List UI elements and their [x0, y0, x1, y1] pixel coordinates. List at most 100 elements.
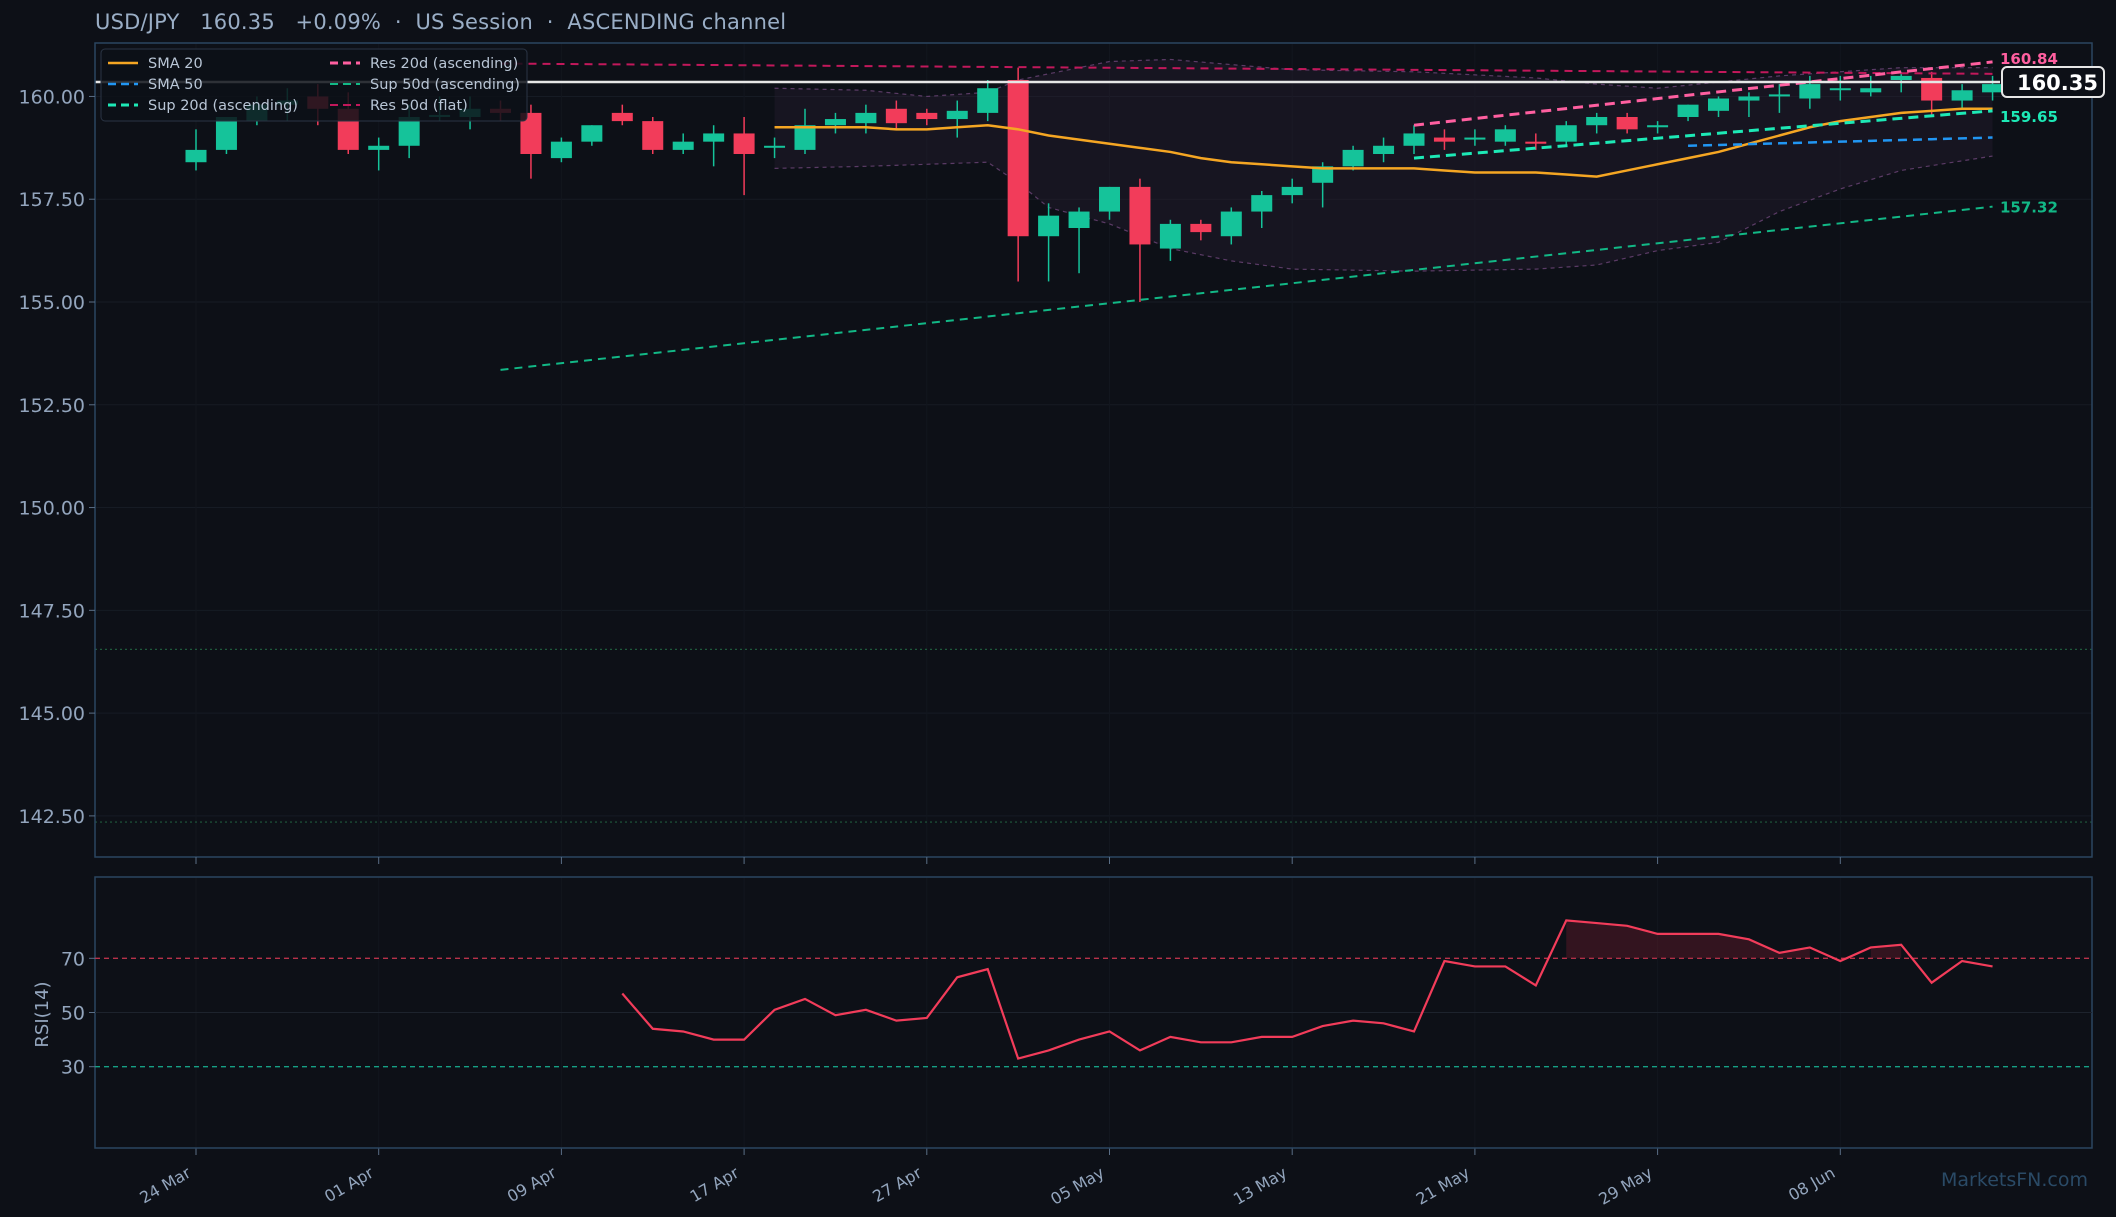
- candle-body: [1373, 145, 1395, 154]
- candle-body: [1190, 223, 1212, 233]
- candle-body: [1586, 117, 1608, 126]
- y-tick-label: 157.50: [19, 189, 85, 211]
- candle-body: [1738, 96, 1760, 101]
- sup50-ascending-line: [500, 205, 1993, 371]
- candle-body: [1951, 90, 1973, 101]
- candle-body: [1616, 117, 1638, 130]
- candle-body: [1982, 84, 2004, 93]
- price: 160.35: [200, 10, 275, 34]
- candle-body: [1433, 137, 1455, 142]
- legend-label: Res 50d (flat): [370, 98, 468, 114]
- y-tick-label: 145.00: [19, 703, 85, 725]
- candle-body: [824, 119, 846, 126]
- reference-lines: [95, 648, 2092, 823]
- candle-body: [215, 117, 237, 150]
- x-tick-label: 24 Mar: [136, 1163, 194, 1207]
- separator: ·: [394, 10, 402, 34]
- x-tick-label: 08 Jun: [1785, 1163, 1838, 1205]
- legend: SMA 20 SMA 50 Sup 20d (ascending) Res 20d (…: [100, 48, 528, 122]
- candle-body: [1464, 137, 1486, 140]
- candle-body: [550, 141, 572, 159]
- candle-body: [1159, 223, 1181, 249]
- candle-body: [1555, 125, 1577, 142]
- candle-body: [642, 121, 664, 150]
- candle-body: [1890, 75, 1912, 80]
- candle-body: [398, 117, 420, 146]
- x-tick-label: 09 Apr: [504, 1163, 560, 1206]
- candle-body: [885, 108, 907, 124]
- rsi-axis-label: RSI(14): [32, 981, 53, 1047]
- separator: ·: [546, 10, 554, 34]
- candle-body: [1921, 77, 1943, 101]
- candle-body: [703, 133, 725, 142]
- candle-body: [1129, 186, 1151, 245]
- y-tick-label: 147.50: [19, 600, 85, 622]
- res20-ascending-line: [1413, 60, 1993, 127]
- x-tick-label: 21 May: [1413, 1163, 1473, 1209]
- candle-body: [916, 112, 938, 120]
- rsi-overbought-fill: [1566, 920, 1810, 959]
- sma20-line: [774, 107, 1993, 178]
- candle-body: [1799, 84, 1821, 99]
- candle-body: [977, 88, 999, 113]
- rsi-y-tick-label: 70: [61, 948, 85, 970]
- sup20-ascending-line: [1413, 109, 1993, 160]
- change: +0.09%: [295, 10, 382, 34]
- x-tick-label: 05 May: [1047, 1163, 1107, 1209]
- y-tick-label: 152.50: [19, 395, 85, 417]
- y-tick-label: 155.00: [19, 292, 85, 314]
- rsi-line: [621, 919, 1993, 1060]
- candle-body: [855, 112, 877, 124]
- candle-body: [1494, 129, 1516, 142]
- candle-body: [1403, 133, 1425, 146]
- chart-header: USD/JPY 160.35 +0.09% · US Session · ASC…: [95, 10, 786, 34]
- candle-body: [1525, 141, 1547, 144]
- candle-body: [1251, 195, 1273, 212]
- session-label: US Session: [415, 10, 533, 34]
- candle-body: [733, 133, 755, 154]
- candle-body: [764, 145, 786, 148]
- y-tick-label: 160.00: [19, 86, 85, 108]
- candle-body: [1038, 215, 1060, 237]
- candle-body: [1677, 104, 1699, 117]
- watermark: MarketsFN.com: [1941, 1169, 2088, 1191]
- candle-body: [946, 110, 968, 120]
- res20-price-label: 160.84: [2000, 50, 2058, 68]
- symbol: USD/JPY: [95, 10, 180, 34]
- candle-body: [794, 125, 816, 150]
- candle-body: [1860, 88, 1882, 93]
- current-price-label: 160.35: [2017, 71, 2098, 95]
- x-tick-label: 13 May: [1230, 1163, 1290, 1209]
- sup20-price-label: 159.65: [2000, 108, 2058, 126]
- legend-label: SMA 20: [148, 56, 203, 72]
- x-tick-label: 17 Apr: [687, 1163, 743, 1206]
- candle-body: [185, 149, 207, 163]
- candle-body: [1220, 211, 1242, 237]
- rsi-panel: 30 50 70 RSI(14): [32, 876, 2093, 1149]
- y-tick-label: 150.00: [19, 498, 85, 520]
- candle-body: [672, 141, 694, 150]
- candle-body: [1068, 211, 1090, 228]
- res50-flat-line: [500, 62, 1993, 75]
- legend-label: Sup 50d (ascending): [370, 77, 520, 93]
- legend-label: Res 20d (ascending): [370, 56, 518, 72]
- y-tick-label: 142.50: [19, 806, 85, 828]
- x-tick-label: 27 Apr: [869, 1163, 925, 1206]
- rsi-y-tick-label: 50: [61, 1003, 85, 1025]
- channel-label: ASCENDING channel: [567, 10, 787, 34]
- legend-box: [100, 48, 528, 122]
- candle-body: [1007, 80, 1029, 237]
- candle-body: [1647, 125, 1669, 128]
- candle-body: [1829, 88, 1851, 91]
- x-tick-label: 29 May: [1595, 1163, 1655, 1209]
- x-tick-label: 01 Apr: [321, 1163, 377, 1206]
- band-upper-line: [774, 58, 1993, 98]
- legend-label: SMA 50: [148, 77, 203, 93]
- candle-body: [520, 112, 542, 154]
- price-labels: 160.35 160.84 159.65 157.32: [2000, 50, 2105, 217]
- candle-body: [581, 125, 603, 142]
- candle-body: [1281, 186, 1303, 196]
- legend-label: Sup 20d (ascending): [148, 98, 298, 114]
- current-price-box: [2001, 66, 2105, 99]
